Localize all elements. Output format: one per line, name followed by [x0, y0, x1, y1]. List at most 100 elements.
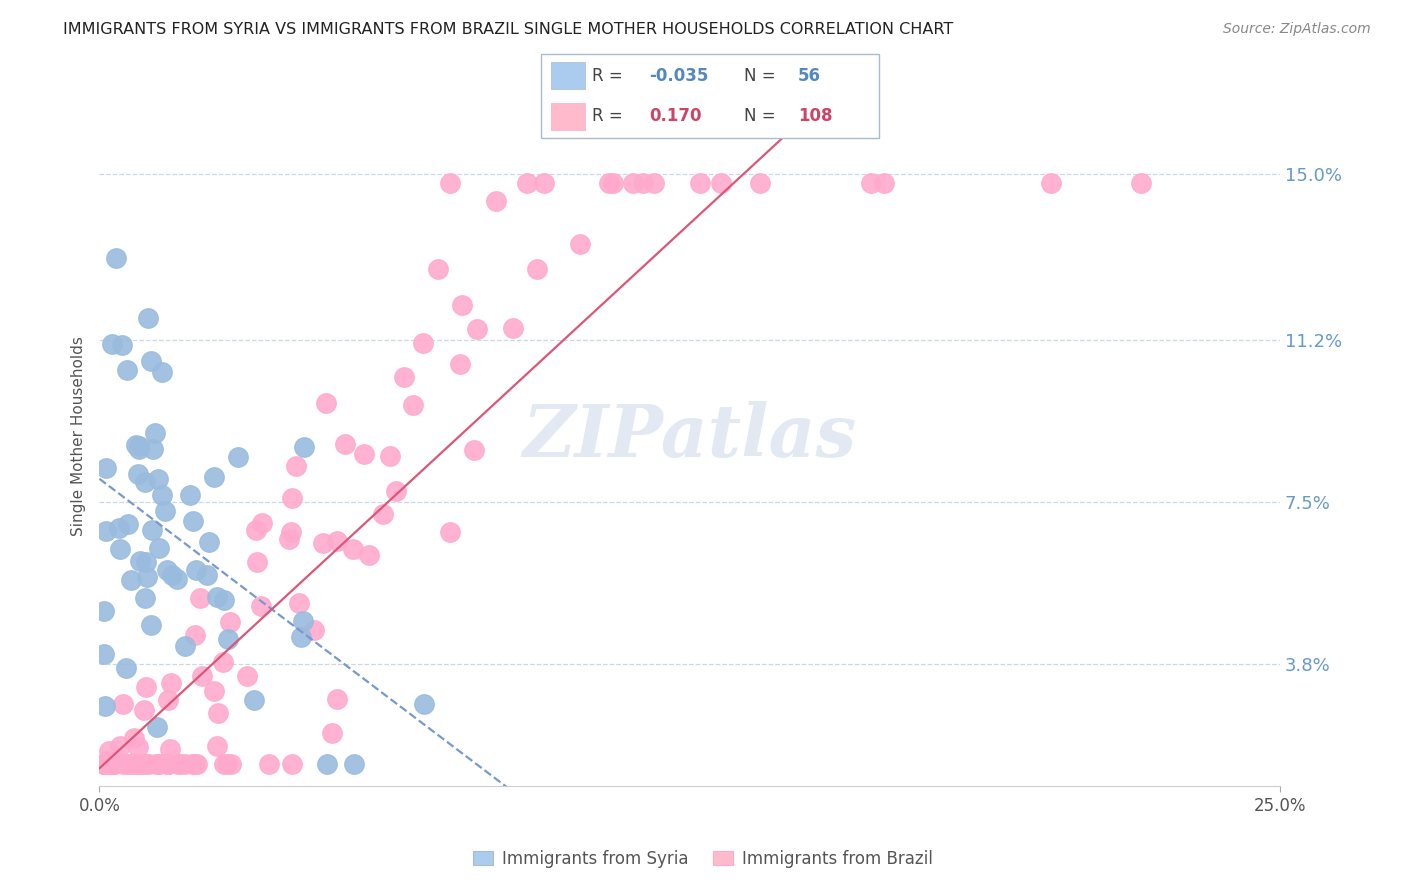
Point	[135, 680, 157, 694]
Point	[427, 262, 450, 277]
Point	[285, 459, 308, 474]
Point	[94, 524, 117, 539]
Point	[93, 647, 115, 661]
Point	[321, 726, 343, 740]
Point	[131, 757, 153, 772]
Point	[1039, 176, 1062, 190]
Point	[105, 251, 128, 265]
Point	[159, 742, 181, 756]
Point	[184, 563, 207, 577]
Point	[139, 618, 162, 632]
Point	[174, 639, 197, 653]
Point	[108, 542, 131, 557]
Point	[148, 757, 170, 772]
Text: 108: 108	[797, 107, 832, 125]
Point	[246, 555, 269, 569]
Point	[156, 563, 179, 577]
Y-axis label: Single Mother Households: Single Mother Households	[72, 336, 86, 536]
Point	[292, 440, 315, 454]
Point	[157, 692, 180, 706]
Point	[115, 757, 138, 772]
Point	[343, 757, 366, 772]
Point	[1129, 176, 1152, 190]
Point	[212, 655, 235, 669]
Point	[143, 426, 166, 441]
Point	[212, 592, 235, 607]
Point	[104, 757, 127, 772]
Point	[205, 739, 228, 753]
Point	[134, 475, 156, 489]
Point	[97, 757, 120, 772]
Point	[148, 541, 170, 555]
Point	[311, 536, 333, 550]
Point	[152, 365, 174, 379]
Point	[278, 532, 301, 546]
Point	[101, 757, 124, 772]
Point	[568, 237, 591, 252]
Point	[533, 176, 555, 190]
Point	[710, 176, 733, 190]
Point	[103, 757, 125, 772]
Point	[217, 632, 239, 646]
Point	[142, 442, 165, 457]
Point	[134, 757, 156, 772]
Point	[111, 757, 134, 772]
Point	[115, 363, 138, 377]
Point	[226, 450, 249, 465]
Point	[148, 757, 170, 772]
Point	[93, 757, 115, 772]
Point	[184, 757, 207, 772]
Point	[160, 675, 183, 690]
Point	[250, 599, 273, 614]
Point	[111, 337, 134, 351]
Point	[128, 757, 150, 772]
Point	[100, 337, 122, 351]
Point	[526, 262, 548, 277]
Point	[157, 757, 180, 772]
Point	[859, 176, 882, 190]
Point	[315, 396, 337, 410]
Point	[132, 703, 155, 717]
Point	[218, 615, 240, 629]
Point	[621, 176, 644, 190]
Point	[179, 488, 201, 502]
Point	[243, 693, 266, 707]
Point	[250, 516, 273, 531]
Point	[98, 744, 121, 758]
Point	[451, 297, 474, 311]
Point	[384, 484, 406, 499]
Point	[643, 176, 665, 190]
Point	[280, 524, 302, 539]
Text: 0.170: 0.170	[650, 107, 702, 125]
Point	[353, 447, 375, 461]
Point	[129, 554, 152, 568]
Point	[181, 757, 204, 772]
Bar	[551, 62, 585, 89]
Point	[138, 310, 160, 325]
Point	[93, 757, 115, 772]
Point	[359, 548, 381, 562]
Point	[115, 661, 138, 675]
Point	[689, 176, 711, 190]
Point	[749, 176, 772, 190]
Point	[128, 442, 150, 456]
Point	[463, 442, 485, 457]
Point	[245, 523, 267, 537]
Text: IMMIGRANTS FROM SYRIA VS IMMIGRANTS FROM BRAZIL SINGLE MOTHER HOUSEHOLDS CORRELA: IMMIGRANTS FROM SYRIA VS IMMIGRANTS FROM…	[63, 22, 953, 37]
Point	[96, 754, 118, 768]
Point	[598, 176, 620, 190]
Point	[257, 757, 280, 772]
Point	[316, 757, 339, 772]
Point	[96, 461, 118, 475]
Legend: Immigrants from Syria, Immigrants from Brazil: Immigrants from Syria, Immigrants from B…	[467, 844, 939, 875]
Point	[135, 570, 157, 584]
Point	[219, 757, 242, 772]
Point	[402, 398, 425, 412]
Point	[121, 573, 143, 587]
Point	[134, 591, 156, 605]
Point	[516, 176, 538, 190]
Point	[465, 321, 488, 335]
Text: R =: R =	[592, 107, 623, 125]
Point	[174, 757, 197, 772]
Point	[160, 568, 183, 582]
